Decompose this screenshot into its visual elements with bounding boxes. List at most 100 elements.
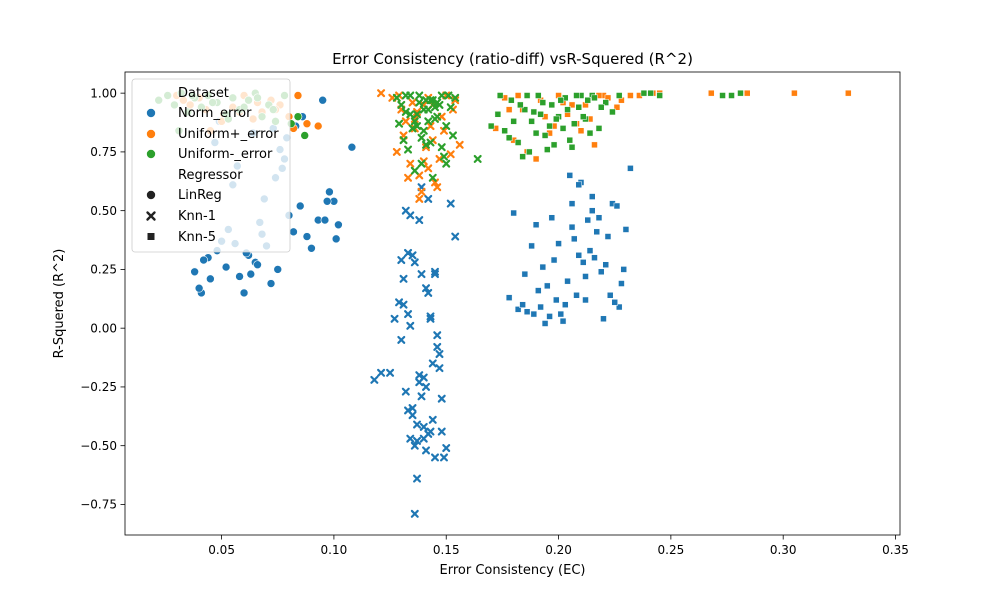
point-uniform-error-knn-5	[568, 143, 576, 151]
point-uniform-error-knn-1	[444, 91, 453, 100]
point-norm-error-linreg	[289, 227, 298, 237]
legend-marker-linreg	[146, 190, 156, 200]
point-norm-error-linreg	[206, 274, 215, 284]
point-uniform-error-knn-5	[494, 111, 502, 118]
chart-title: Error Consistency (ratio-diff) vsR-Squer…	[332, 50, 693, 68]
point-uniform-error-knn-1	[424, 117, 433, 126]
point-norm-error-knn-5	[571, 235, 578, 243]
point-uniform-error-knn-1	[428, 96, 437, 105]
plot-frame	[124, 71, 901, 536]
point-uniform-error-knn-1	[431, 115, 439, 124]
point-norm-error-knn-1	[410, 509, 419, 518]
point-norm-error-knn-5	[622, 226, 630, 233]
point-norm-error-knn-1	[397, 335, 406, 344]
point-norm-error-knn-5	[523, 308, 531, 315]
point-norm-error-knn-1	[413, 420, 422, 429]
x-axis-label: Error Consistency (EC)	[440, 563, 586, 578]
point-uniform-error-knn-1	[448, 131, 457, 140]
y-tick-label: −0.50	[80, 439, 117, 453]
point-norm-error-knn-1	[437, 427, 446, 436]
point-norm-error-knn-5	[600, 315, 607, 323]
point-norm-error-linreg	[331, 234, 341, 244]
x-tick-label: 0.35	[882, 543, 909, 557]
point-norm-error-linreg	[273, 265, 283, 274]
point-norm-error-knn-5	[532, 221, 540, 229]
point-norm-error-knn-5	[528, 242, 535, 250]
point-norm-error-linreg	[199, 255, 208, 265]
point-norm-error-knn-1	[413, 436, 422, 445]
point-uniformplus-error-knn-5	[568, 101, 576, 109]
point-uniform-error-knn-1	[408, 124, 417, 133]
point-uniform-error-knn-5	[550, 141, 558, 149]
point-norm-error-knn-5	[573, 292, 580, 299]
point-norm-error-knn-5	[618, 280, 625, 287]
point-norm-error-knn-5	[582, 273, 589, 280]
point-norm-error-linreg	[320, 215, 330, 225]
x-tick-label: 0.15	[433, 543, 460, 557]
point-norm-error-knn-5	[555, 240, 562, 247]
y-tick-label: 0.25	[90, 263, 117, 277]
point-norm-error-knn-1	[437, 394, 446, 403]
point-uniform-error-knn-5	[573, 92, 580, 99]
point-norm-error-knn-5	[541, 320, 549, 327]
point-norm-error-knn-1	[433, 331, 442, 340]
legend-marker-knn-5	[147, 233, 155, 240]
point-norm-error-knn-5	[544, 282, 551, 290]
point-uniform-error-knn-1	[401, 107, 410, 116]
point-uniformplus-error-linreg	[313, 121, 323, 131]
y-tick-label: 0.50	[90, 204, 117, 218]
point-uniformplus-error-knn-1	[455, 140, 464, 149]
point-norm-error-knn-1	[386, 368, 395, 377]
point-uniform-error-knn-5	[647, 89, 654, 97]
x-tick-label: 0.20	[545, 543, 572, 557]
point-uniform-error-knn-5	[535, 92, 542, 99]
point-uniformplus-error-knn-1	[404, 173, 413, 182]
point-uniform-error-knn-5	[566, 136, 574, 144]
point-uniform-error-knn-5	[526, 148, 533, 156]
point-norm-error-linreg	[322, 196, 332, 206]
point-norm-error-knn-5	[510, 209, 517, 217]
point-uniform-error-knn-5	[728, 92, 735, 99]
point-norm-error-knn-5	[580, 259, 587, 266]
point-norm-error-knn-1	[406, 211, 415, 220]
point-uniform-error-knn-5	[487, 122, 495, 130]
point-uniform-error-knn-5	[519, 153, 526, 160]
point-norm-error-knn-1	[431, 453, 439, 462]
point-norm-error-linreg	[246, 269, 256, 279]
point-uniformplus-error-knn-5	[532, 155, 540, 163]
point-uniform-error-knn-1	[419, 126, 428, 135]
point-norm-error-knn-5	[550, 256, 558, 264]
legend-box	[131, 78, 291, 253]
point-uniform-error-knn-5	[528, 118, 535, 125]
point-norm-error-knn-1	[424, 194, 433, 203]
point-uniform-error-knn-1	[415, 98, 424, 107]
point-norm-error-knn-1	[404, 248, 413, 257]
y-tick-label: 1.00	[90, 86, 117, 100]
point-norm-error-knn-5	[539, 263, 547, 271]
point-norm-error-knn-1	[404, 310, 413, 319]
point-uniformplus-error-knn-1	[408, 98, 417, 107]
point-norm-error-knn-1	[408, 404, 417, 413]
y-tick-label: −0.75	[80, 498, 117, 512]
point-uniform-error-knn-1	[439, 152, 448, 161]
point-norm-error-linreg	[295, 201, 305, 211]
point-uniformplus-error-knn-1	[415, 194, 424, 203]
point-uniform-error-knn-1	[437, 143, 446, 152]
point-norm-error-knn-5	[553, 296, 560, 304]
point-uniform-error-knn-5	[571, 120, 578, 127]
point-uniform-error-knn-1	[417, 133, 426, 142]
point-uniform-error-knn-5	[609, 108, 616, 116]
point-uniform-error-knn-1	[426, 96, 435, 105]
point-uniformplus-error-knn-1	[439, 126, 448, 135]
point-norm-error-knn-1	[370, 375, 379, 384]
point-uniformplus-error-knn-5	[505, 106, 513, 113]
point-uniformplus-error-knn-5	[627, 92, 634, 99]
point-norm-error-knn-1	[451, 232, 460, 241]
point-uniform-error-knn-5	[553, 115, 560, 123]
point-uniformplus-error-knn-1	[431, 178, 439, 187]
point-norm-error-knn-5	[586, 247, 594, 254]
point-norm-error-linreg	[347, 142, 357, 152]
legend-label-knn-5: Knn-5	[178, 230, 216, 245]
legend-marker-uniform-plus-error	[146, 129, 156, 139]
